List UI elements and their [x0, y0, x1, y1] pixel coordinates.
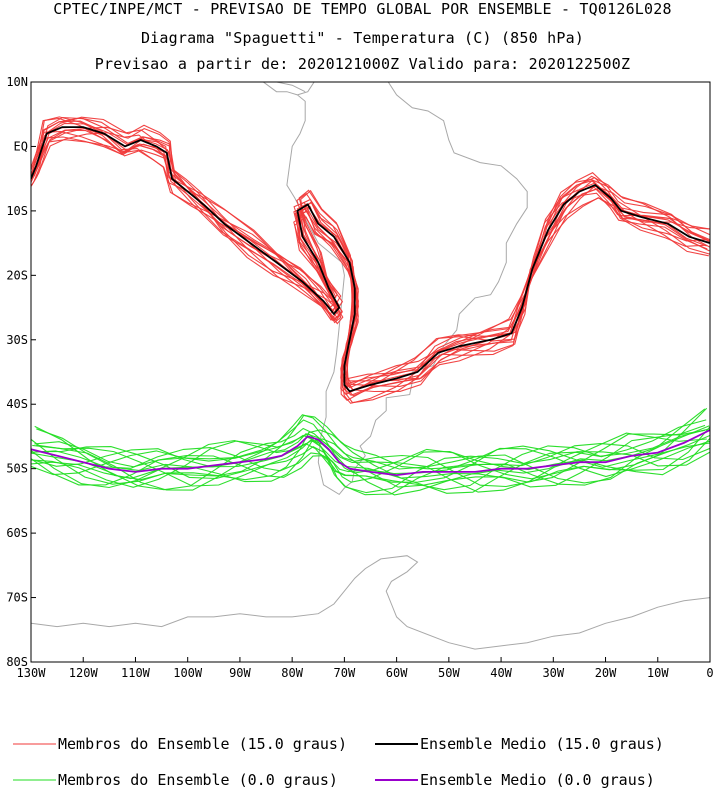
members-15-member-9	[31, 127, 710, 404]
y-tick-label: 80S	[6, 655, 28, 669]
x-tick-label: 80W	[281, 666, 303, 680]
y-tick-label: 20S	[6, 268, 28, 282]
members-15-member-15	[31, 131, 710, 382]
coastline-central-america	[262, 82, 298, 96]
y-tick-label: EQ	[14, 139, 28, 153]
coastline-layer	[31, 82, 710, 650]
x-tick-label: 20W	[595, 666, 617, 680]
x-tick-label: 0	[706, 666, 713, 680]
x-axis: 130W 120W 110W 100W 90W 80W 70W 60W 50W 40W 30W 20W…	[17, 657, 714, 680]
members-15-member-14	[33, 116, 707, 385]
members-0-member-14	[36, 428, 710, 484]
y-tick-label: 60S	[6, 526, 28, 540]
members-15-member-13	[31, 122, 710, 396]
members-0-member-13	[31, 442, 710, 483]
legend-label-mean-15: Ensemble Medio (15.0 graus)	[420, 735, 664, 753]
legend-label-mean-0: Ensemble Medio (0.0 graus)	[420, 771, 655, 789]
x-tick-label: 60W	[386, 666, 408, 680]
y-axis: 10N EQ 10S 20S 30S 40S 50S 60S 70S 80S	[6, 75, 36, 669]
legend: Membros do Ensemble (15.0 graus) Ensemble…	[13, 735, 664, 789]
y-tick-label: 10N	[6, 75, 28, 89]
x-tick-label: 70W	[334, 666, 356, 680]
members-15-layer	[31, 116, 710, 404]
x-tick-label: 50W	[438, 666, 460, 680]
x-tick-label: 100W	[173, 666, 203, 680]
members-0-member-12	[31, 419, 707, 494]
x-tick-label: 130W	[17, 666, 47, 680]
y-tick-label: 40S	[6, 397, 28, 411]
legend-label-members-15: Membros do Ensemble (15.0 graus)	[58, 735, 347, 753]
x-tick-label: 10W	[647, 666, 669, 680]
x-tick-label: 110W	[121, 666, 151, 680]
y-tick-label: 70S	[6, 591, 28, 605]
mean-0-line	[31, 429, 710, 477]
mean-15-line	[31, 126, 710, 393]
coastline-antarctica	[31, 555, 710, 650]
x-tick-label: 90W	[229, 666, 251, 680]
members-0-member-6	[34, 440, 710, 478]
x-tick-label: 30W	[542, 666, 564, 680]
plot-frame	[30, 81, 711, 663]
ensemble-mean-layer	[31, 126, 710, 477]
y-tick-label: 50S	[6, 462, 28, 476]
members-0-member-11	[32, 407, 708, 491]
coastline-caribbean-coast	[275, 82, 306, 93]
members-0-member-9	[31, 432, 710, 496]
y-tick-label: 10S	[6, 204, 28, 218]
members-15-member-12	[31, 129, 710, 391]
coastline-south-america	[286, 82, 528, 496]
members-0-member-15	[31, 414, 706, 488]
chart-title-line-1: CPTEC/INPE/MCT - PREVISAO DE TEMPO GLOBA…	[53, 0, 672, 18]
x-tick-label: 120W	[69, 666, 99, 680]
chart-title-line-2: Diagrama "Spaguetti" - Temperatura (C) (…	[140, 29, 585, 47]
legend-label-members-0: Membros do Ensemble (0.0 graus)	[58, 771, 338, 789]
members-0-layer	[31, 407, 710, 496]
plot-area	[31, 82, 710, 662]
x-tick-label: 40W	[490, 666, 512, 680]
chart-title-line-3: Previsao a partir de: 2020121000Z Valido…	[94, 55, 631, 73]
y-tick-label: 30S	[6, 333, 28, 347]
